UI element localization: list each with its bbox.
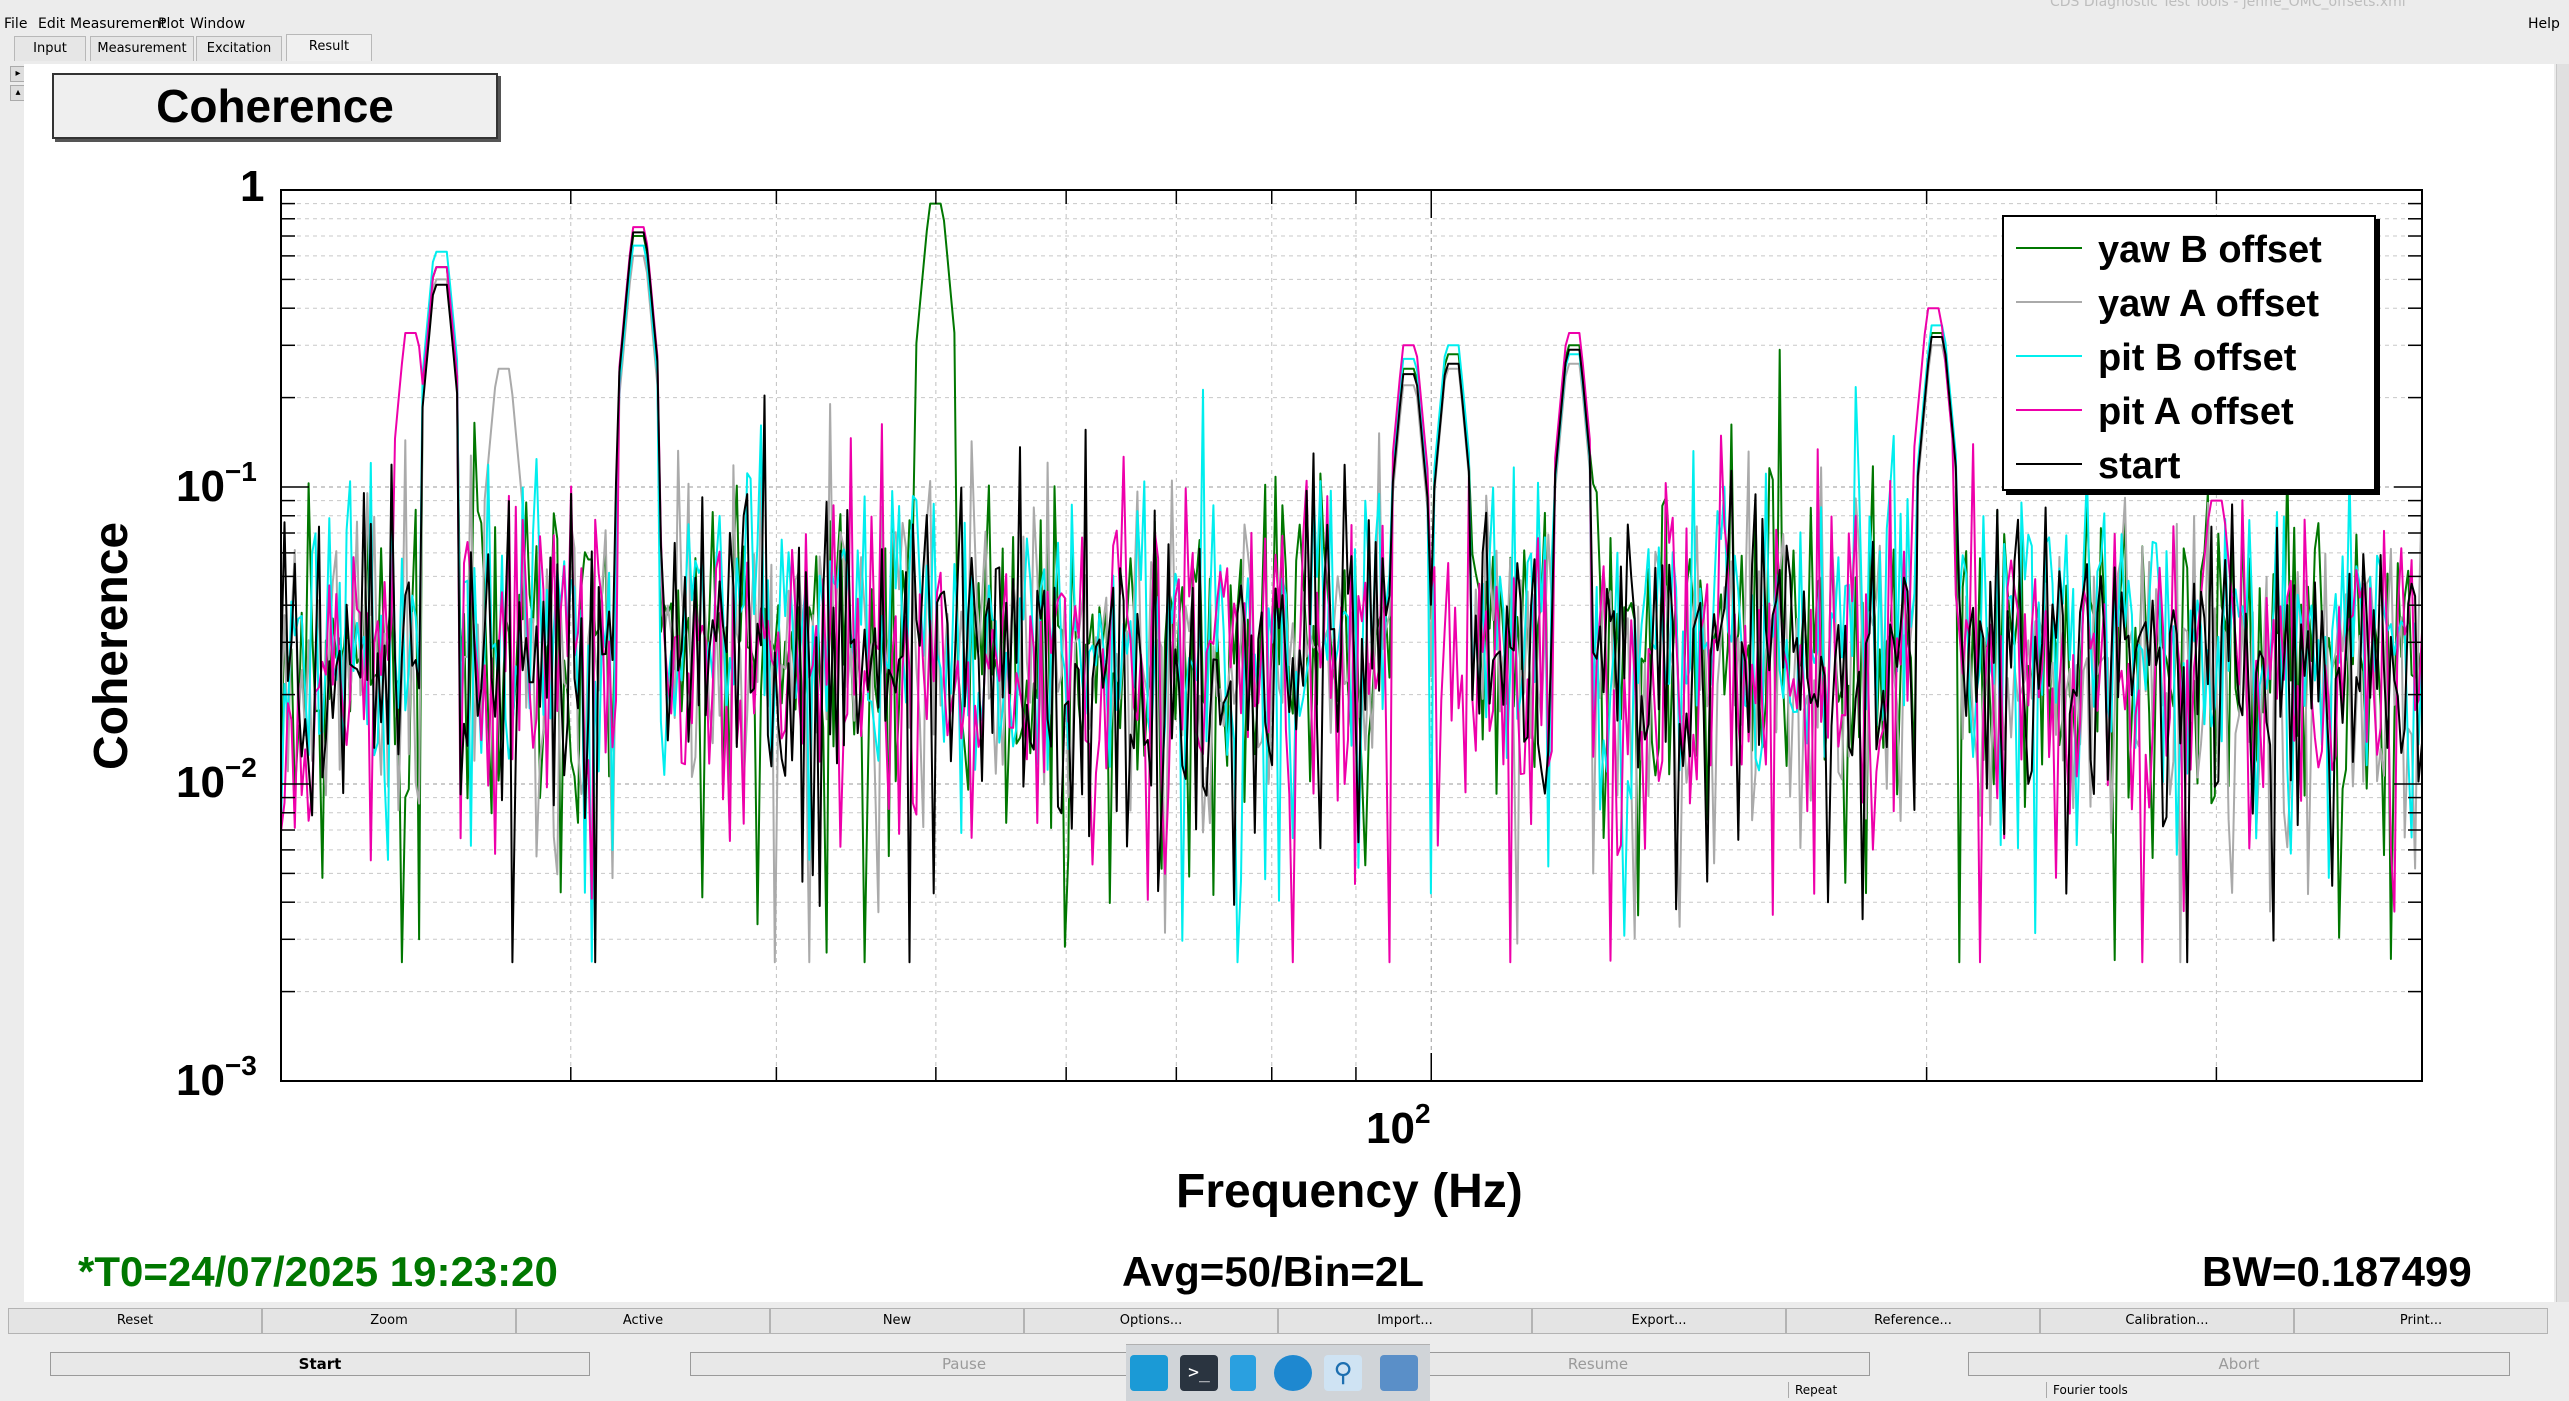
- plot-frame: [280, 189, 2423, 1082]
- legend-label: yaw B offset: [2098, 229, 2322, 271]
- browser-icon[interactable]: [1274, 1355, 1312, 1391]
- print-button[interactable]: Print...: [2294, 1308, 2548, 1334]
- menu-help[interactable]: Help: [2528, 16, 2560, 32]
- series-line-pit-a-offset: [280, 226, 2423, 964]
- y-tick-label-0.1: 10−1: [176, 456, 257, 511]
- legend-entry: yaw A offset: [2004, 277, 2374, 327]
- menu-bar: File Edit Measurement Plot Window Help: [0, 8, 2569, 38]
- series-layer: [280, 202, 2423, 964]
- legend-swatch: [2016, 409, 2082, 411]
- series-line-pit-b-offset: [280, 244, 2423, 964]
- plot-canvas[interactable]: Coherence 1 10−1 10−2 10−3 102 Frequency…: [24, 64, 2554, 1302]
- import-button[interactable]: Import...: [1278, 1308, 1532, 1334]
- folder-icon[interactable]: [1380, 1355, 1418, 1391]
- y-tick-label-0.001: 10−3: [176, 1050, 257, 1105]
- plot-legend: yaw B offset yaw A offset pit B offset p…: [2002, 215, 2376, 491]
- status-repeat: Repeat: [1788, 1382, 2035, 1398]
- menu-edit[interactable]: Edit: [38, 16, 66, 32]
- search-icon[interactable]: ⚲: [1324, 1355, 1362, 1391]
- series-line-start: [280, 231, 2423, 964]
- menu-plot[interactable]: Plot: [158, 16, 185, 32]
- y-tick-label-1: 1: [240, 162, 265, 211]
- calibration-button[interactable]: Calibration...: [2040, 1308, 2294, 1334]
- legend-swatch: [2016, 301, 2082, 303]
- editor-icon[interactable]: [1230, 1355, 1256, 1391]
- tab-excitation[interactable]: Excitation: [196, 36, 282, 61]
- legend-label: yaw A offset: [2098, 283, 2320, 325]
- legend-swatch: [2016, 247, 2082, 249]
- menu-window[interactable]: Window: [190, 16, 246, 32]
- status-fourier: Fourier tools: [2046, 1382, 2293, 1398]
- zoom-button[interactable]: Zoom: [262, 1308, 516, 1334]
- legend-label: pit A offset: [2098, 391, 2294, 433]
- desktop-icon[interactable]: [1130, 1355, 1168, 1391]
- reset-button[interactable]: Reset: [8, 1308, 262, 1334]
- start-button[interactable]: Start: [50, 1352, 590, 1376]
- legend-label: start: [2098, 445, 2181, 487]
- legend-swatch: [2016, 355, 2082, 357]
- new-button[interactable]: New: [770, 1308, 1024, 1334]
- menu-measurement[interactable]: Measurement: [70, 16, 167, 32]
- tab-result[interactable]: Result: [286, 34, 372, 61]
- reference-button[interactable]: Reference...: [1786, 1308, 2040, 1334]
- tab-measurement[interactable]: Measurement: [90, 36, 194, 61]
- legend-entry: start: [2004, 439, 2374, 489]
- avg-bin-info: Avg=50/Bin=2L: [1122, 1248, 1424, 1295]
- abort-button[interactable]: Abort: [1968, 1352, 2510, 1376]
- window-title: CDS Diagnostic Test Tools - jenne_OMC_of…: [2050, 0, 2406, 10]
- vertical-scrollbar[interactable]: [2556, 64, 2569, 1302]
- export-button[interactable]: Export...: [1532, 1308, 1786, 1334]
- tab-input[interactable]: Input: [14, 36, 86, 61]
- y-axis-title: Coherence: [85, 521, 138, 770]
- options-button[interactable]: Options...: [1024, 1308, 1278, 1334]
- side-toolbar: ▸ ▴: [10, 66, 26, 104]
- terminal-icon[interactable]: >_: [1180, 1355, 1218, 1391]
- menu-file[interactable]: File: [4, 16, 28, 32]
- x-axis-title: Frequency (Hz): [1176, 1165, 1523, 1218]
- legend-entry: pit A offset: [2004, 385, 2374, 435]
- active-button[interactable]: Active: [516, 1308, 770, 1334]
- taskbar-dock: >_ ⚲: [1126, 1344, 1430, 1401]
- plot-title: Coherence: [52, 73, 498, 139]
- legend-entry: pit B offset: [2004, 331, 2374, 381]
- bandwidth-info: BW=0.187499: [2202, 1248, 2472, 1295]
- tick-layer: [280, 190, 2423, 1082]
- x-tick-label-100: 102: [1366, 1098, 1431, 1153]
- legend-entry: yaw B offset: [2004, 223, 2374, 273]
- y-tick-label-0.01: 10−2: [176, 752, 257, 807]
- t0-timestamp: *T0=24/07/2025 19:23:20: [78, 1248, 558, 1295]
- legend-label: pit B offset: [2098, 337, 2297, 379]
- legend-swatch: [2016, 463, 2082, 465]
